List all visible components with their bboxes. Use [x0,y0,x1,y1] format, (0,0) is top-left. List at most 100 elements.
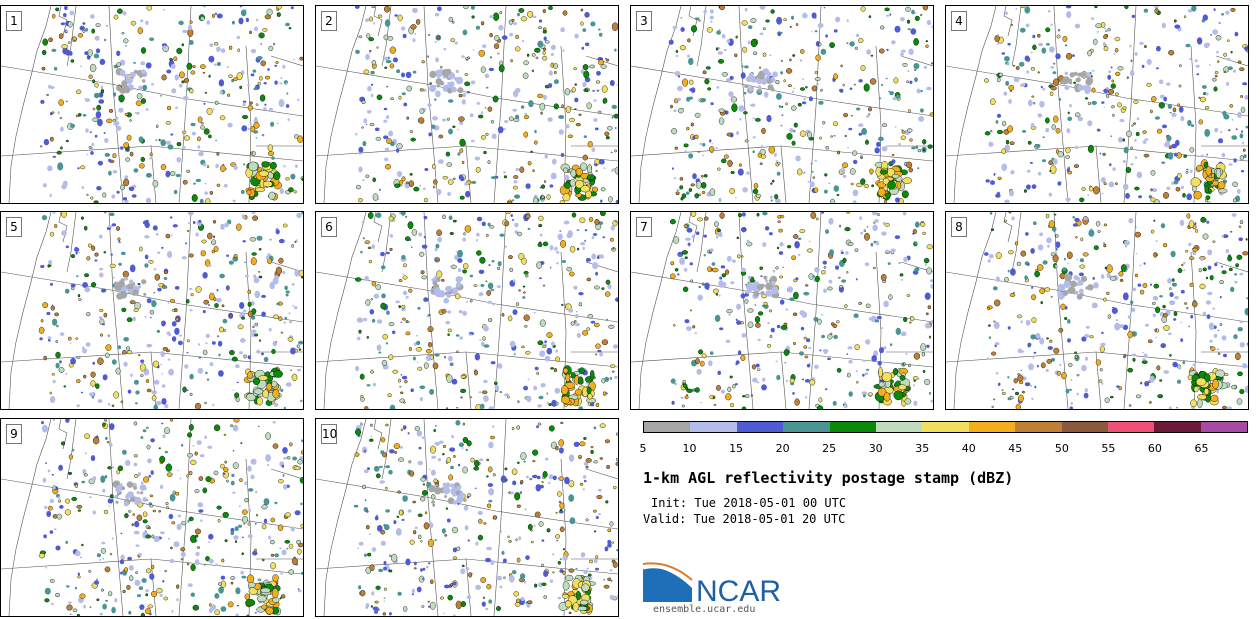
echo-cell [283,457,287,460]
echo-cell [43,355,48,361]
echo-cell [1127,330,1134,339]
echo-cell [360,250,363,254]
echo-cell [483,379,488,384]
echo-cell [424,168,429,171]
echo-cell [429,388,435,395]
echo-cell [402,33,407,39]
echo-cell [265,75,271,80]
echo-cell [489,56,493,59]
echo-cell [916,88,921,94]
echo-cell [75,251,78,255]
echo-cell [1087,194,1090,196]
echo-cell [204,91,208,94]
echo-cell [195,232,199,237]
echo-cell [478,269,485,274]
echo-cell [1050,296,1053,298]
echo-cell [436,188,442,196]
echo-cell [671,400,675,405]
echo-cell [426,348,432,354]
echo-cell [96,104,102,111]
echo-cell [799,130,807,137]
echo-cell [250,151,253,155]
echo-cell [614,127,617,129]
storm-cell [574,388,583,396]
echo-cell [171,234,173,237]
echo-cell [573,441,580,447]
echo-cell [292,456,297,461]
echo-cell [1228,267,1233,271]
echo-cell [791,15,794,20]
echo-cell [100,475,106,483]
echo-cell [1075,236,1078,239]
echo-cell [263,356,269,363]
echo-cell [1228,129,1231,131]
echo-cell [731,103,738,112]
echo-cell [732,384,736,389]
echo-cell [551,399,557,407]
echo-cell [1221,235,1224,237]
echo-cell [172,224,178,228]
echo-cell [472,49,475,51]
echo-cell [396,69,401,74]
echo-cell [589,576,593,580]
echo-cell [497,126,504,134]
echo-cell [524,325,528,328]
echo-cell [301,177,303,182]
echo-cell [389,404,396,409]
echo-cell [442,487,451,495]
echo-cell [75,337,79,340]
echo-cell [550,44,556,51]
echo-cell [526,395,532,403]
echo-cell [287,336,294,342]
echo-cell [144,221,150,229]
echo-cell [166,505,169,510]
echo-cell [421,490,428,496]
echo-cell [1230,385,1237,390]
echo-cell [771,179,775,183]
map-boundary [1003,6,1013,37]
echo-cell [611,22,618,31]
echo-cell [1103,41,1106,45]
echo-cell [483,325,489,332]
echo-cell [909,80,913,85]
echo-cell [553,368,558,373]
echo-cell [104,38,107,42]
echo-cell [1213,8,1216,11]
echo-cell [211,249,215,254]
echo-cell [692,173,697,180]
echo-cell [794,241,800,249]
echo-cell [750,394,753,397]
echo-cell [1078,272,1084,277]
echo-cell [448,355,453,362]
echo-cell [491,259,495,263]
echo-cell [520,452,527,460]
echo-cell [1233,158,1237,163]
echo-cell [118,262,122,266]
echo-cell [1025,23,1030,28]
echo-cell [587,140,593,148]
echo-cell [712,267,719,273]
echo-cell [270,517,276,523]
echo-cell [64,509,71,516]
echo-cell [267,144,273,152]
echo-cell [215,563,218,567]
echo-cell [408,288,413,293]
echo-cell [163,8,166,11]
echo-cell [808,96,813,102]
echo-cell [925,40,928,43]
echo-cell [421,60,425,64]
echo-cell [556,250,560,254]
echo-cell [902,63,908,67]
echo-cell [101,541,106,545]
echo-cell [757,367,760,370]
echo-cell [194,528,202,535]
echo-cell [1191,406,1195,409]
echo-cell [235,364,240,369]
echo-cell [194,488,200,493]
echo-cell [1186,213,1191,219]
echo-cell [537,340,544,346]
echo-cell [90,196,94,200]
echo-cell [430,493,436,500]
echo-cell [254,523,257,525]
echo-cell [161,422,164,425]
